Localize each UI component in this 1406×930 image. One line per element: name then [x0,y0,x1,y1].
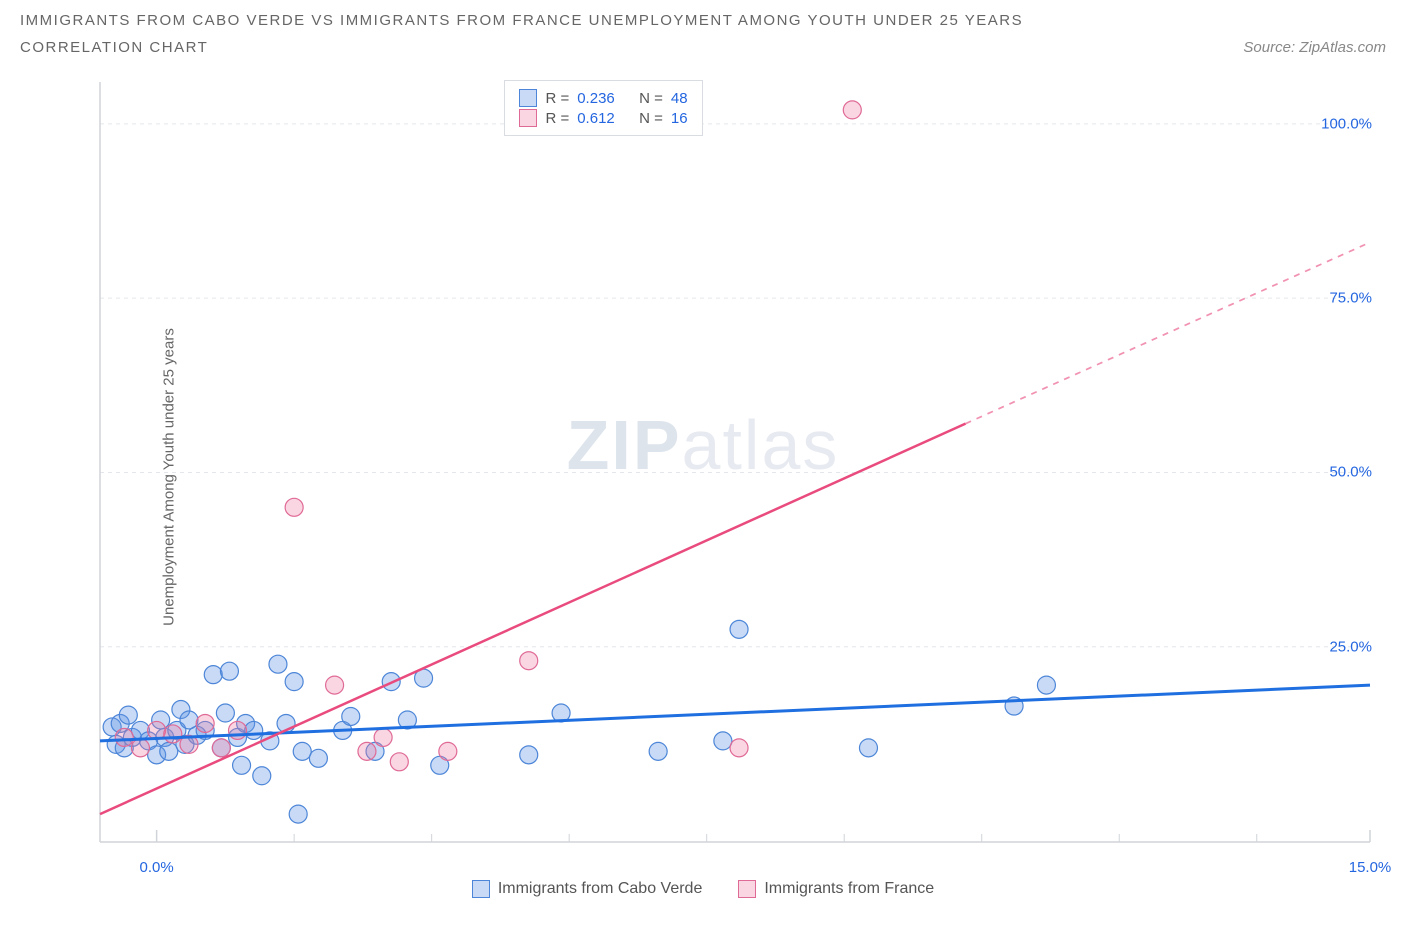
series-legend: Immigrants from Cabo Verde Immigrants fro… [20,880,1386,898]
source-attribution: Source: ZipAtlas.com [1243,39,1386,56]
y-tick: 75.0% [1329,290,1372,307]
x-tick: 0.0% [140,859,174,876]
legend-n-label: N = [639,90,663,107]
legend-swatch [519,109,537,127]
legend-swatch [472,880,490,898]
y-tick: 100.0% [1321,115,1372,132]
series-legend-item: Immigrants from France [738,880,934,898]
series-legend-label: Immigrants from Cabo Verde [498,880,703,898]
legend-n-value: 48 [671,90,688,107]
y-tick: 50.0% [1329,464,1372,481]
legend-row: R = 0.612 N = 16 [519,109,687,127]
legend-swatch [738,880,756,898]
legend-swatch [519,89,537,107]
source-name: ZipAtlas.com [1299,39,1386,56]
correlation-legend: R = 0.236 N = 48 R = 0.612 N = 16 [504,80,702,136]
legend-r-label: R = [545,90,569,107]
title-line-1: IMMIGRANTS FROM CABO VERDE VS IMMIGRANTS… [20,12,1386,29]
legend-r-value: 0.236 [577,90,615,107]
series-legend-label: Immigrants from France [764,880,934,898]
legend-row: R = 0.236 N = 48 [519,89,687,107]
source-prefix: Source: [1243,39,1299,56]
legend-n-value: 16 [671,110,688,127]
series-legend-item: Immigrants from Cabo Verde [472,880,703,898]
legend-r-value: 0.612 [577,110,615,127]
legend-r-label: R = [545,110,569,127]
legend-n-label: N = [639,110,663,127]
y-tick: 25.0% [1329,638,1372,655]
x-tick: 15.0% [1349,859,1392,876]
scatter-plot [50,72,1380,872]
y-axis-label: Unemployment Among Youth under 25 years [160,328,177,626]
chart-container: Unemployment Among Youth under 25 years … [20,72,1386,882]
chart-titles: IMMIGRANTS FROM CABO VERDE VS IMMIGRANTS… [20,12,1386,66]
title-line-2: CORRELATION CHART [20,39,208,56]
